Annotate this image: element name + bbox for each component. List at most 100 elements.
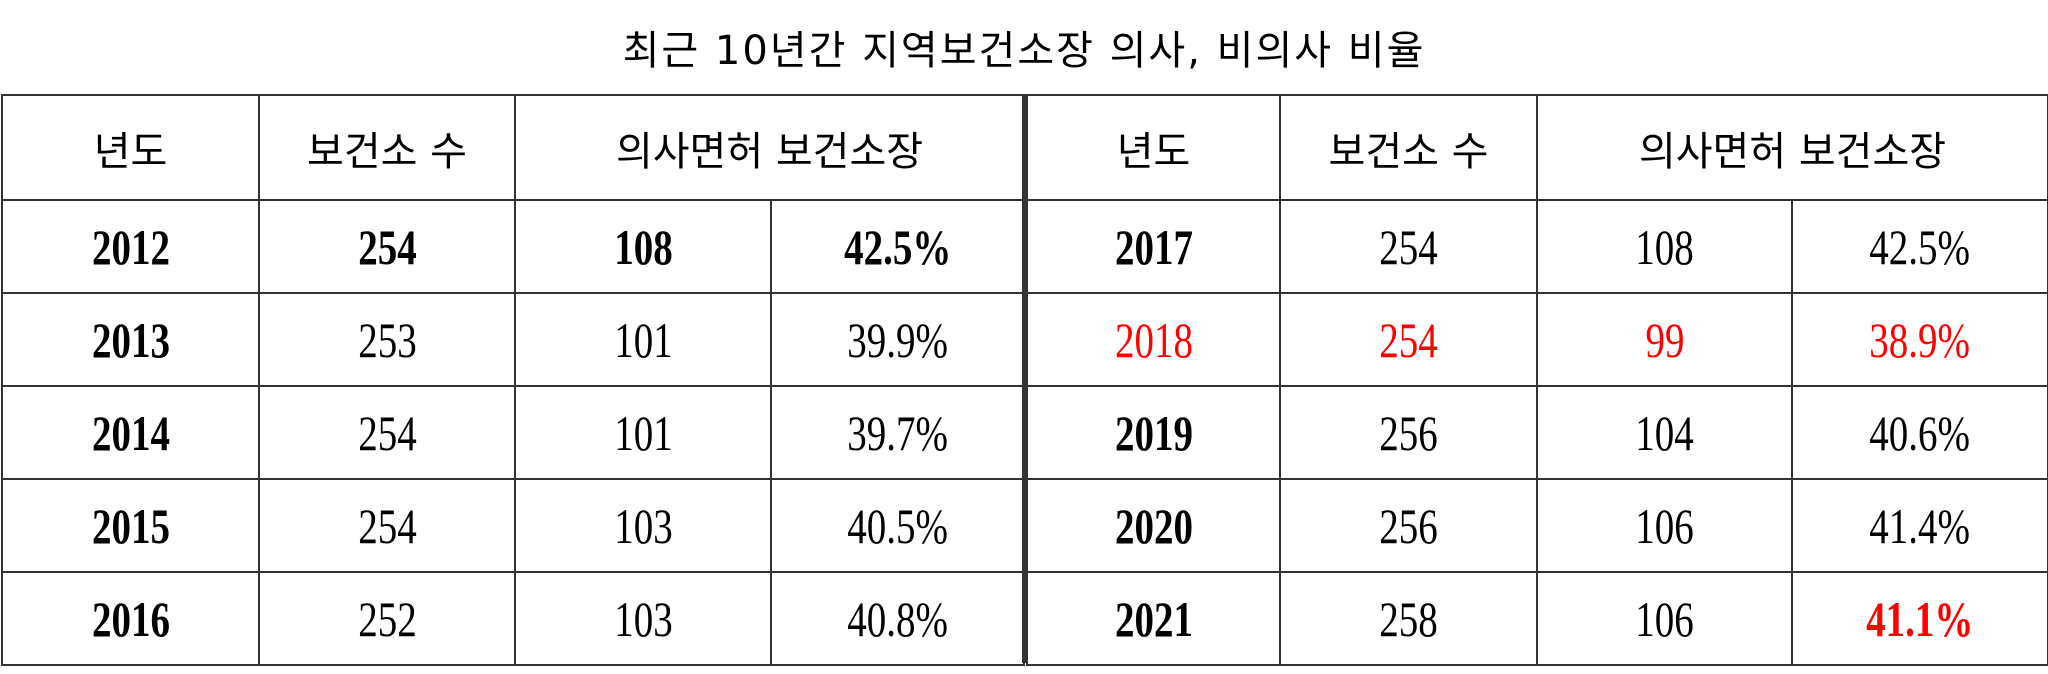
- doctors-value: 101: [613, 311, 673, 368]
- header-year: 년도: [1, 94, 260, 201]
- year-value: 2014: [91, 404, 170, 461]
- year-value: 2020: [1114, 497, 1193, 554]
- cell-year: 2020: [1026, 478, 1281, 573]
- table-right: 년도 보건소 수 의사면허 보건소장 2017 254 108 42.5% 2018 25…: [1026, 94, 2048, 666]
- cell-ratio: 40.5%: [770, 478, 1025, 573]
- table-row: 2018 254 99 38.9%: [1026, 292, 2048, 387]
- cell-ratio: 39.9%: [770, 292, 1025, 387]
- cell-ratio: 41.4%: [1791, 478, 2048, 573]
- count-value: 253: [357, 311, 417, 368]
- table-left: 년도 보건소 수 의사면허 보건소장 2012 254 108 42.5% 2013 25…: [1, 94, 1025, 666]
- cell-doctors: 103: [514, 478, 772, 573]
- year-value: 2018: [1114, 311, 1193, 368]
- year-value: 2015: [91, 497, 170, 554]
- count-value: 252: [357, 590, 417, 647]
- cell-year: 2017: [1026, 199, 1281, 294]
- year-value: 2016: [91, 590, 170, 647]
- cell-count: 256: [1279, 385, 1538, 480]
- ratio-value: 42.5%: [1869, 218, 1971, 275]
- header-count: 보건소 수: [258, 94, 516, 201]
- header-year: 년도: [1026, 94, 1281, 201]
- cell-year: 2012: [1, 199, 260, 294]
- cell-doctors: 108: [514, 199, 772, 294]
- cell-doctors: 104: [1536, 385, 1793, 480]
- header-row: 년도 보건소 수 의사면허 보건소장: [1026, 94, 2048, 201]
- table-row: 2015 254 103 40.5%: [1, 478, 1025, 573]
- header-doctor: 의사면허 보건소장: [1536, 94, 2048, 201]
- ratio-value: 41.4%: [1869, 497, 1971, 554]
- doctors-value: 99: [1645, 311, 1684, 368]
- doctors-value: 108: [613, 218, 673, 275]
- doctors-value: 103: [613, 590, 673, 647]
- doctors-value: 106: [1635, 590, 1694, 647]
- header-doctor: 의사면허 보건소장: [514, 94, 1025, 201]
- cell-year: 2013: [1, 292, 260, 387]
- ratio-value: 39.7%: [847, 404, 948, 461]
- cell-count: 254: [258, 478, 516, 573]
- cell-doctors: 108: [1536, 199, 1793, 294]
- table-row: 2013 253 101 39.9%: [1, 292, 1025, 387]
- count-value: 256: [1379, 497, 1438, 554]
- cell-ratio: 42.5%: [1791, 199, 2048, 294]
- cell-year: 2018: [1026, 292, 1281, 387]
- cell-doctors: 103: [514, 571, 772, 666]
- cell-doctors: 101: [514, 292, 772, 387]
- header-row: 년도 보건소 수 의사면허 보건소장: [1, 94, 1025, 201]
- ratio-value: 39.9%: [847, 311, 948, 368]
- cell-year: 2021: [1026, 571, 1281, 666]
- year-value: 2013: [91, 311, 170, 368]
- cell-count: 256: [1279, 478, 1538, 573]
- page-title: 최근 10년간 지역보건소장 의사, 비의사 비율: [622, 28, 1426, 74]
- cell-ratio: 38.9%: [1791, 292, 2048, 387]
- count-value: 254: [357, 404, 417, 461]
- doctors-value: 103: [613, 497, 673, 554]
- ratio-value: 42.5%: [843, 218, 952, 275]
- ratio-value: 38.9%: [1869, 311, 1971, 368]
- cell-ratio: 41.1%: [1791, 571, 2048, 666]
- count-value: 254: [357, 497, 417, 554]
- cell-ratio: 40.6%: [1791, 385, 2048, 480]
- year-value: 2019: [1114, 404, 1193, 461]
- ratio-value: 40.5%: [847, 497, 948, 554]
- cell-count: 254: [258, 199, 516, 294]
- count-value: 254: [357, 218, 417, 275]
- cell-year: 2014: [1, 385, 260, 480]
- cell-doctors: 106: [1536, 478, 1793, 573]
- cell-ratio: 40.8%: [770, 571, 1025, 666]
- count-value: 254: [1379, 218, 1438, 275]
- ratio-value: 40.8%: [847, 590, 948, 647]
- cell-doctors: 106: [1536, 571, 1793, 666]
- count-value: 254: [1379, 311, 1438, 368]
- cell-count: 252: [258, 571, 516, 666]
- table-row: 2019 256 104 40.6%: [1026, 385, 2048, 480]
- table-row: 2014 254 101 39.7%: [1, 385, 1025, 480]
- ratio-value: 40.6%: [1869, 404, 1971, 461]
- table-row: 2016 252 103 40.8%: [1, 571, 1025, 666]
- count-value: 256: [1379, 404, 1438, 461]
- table-row: 2017 254 108 42.5%: [1026, 199, 2048, 294]
- double-divider: [1022, 94, 1026, 663]
- count-value: 258: [1379, 590, 1438, 647]
- cell-ratio: 42.5%: [770, 199, 1025, 294]
- doctors-value: 101: [613, 404, 673, 461]
- table-row: 2012 254 108 42.5%: [1, 199, 1025, 294]
- cell-year: 2015: [1, 478, 260, 573]
- table-row: 2021 258 106 41.1%: [1026, 571, 2048, 666]
- cell-ratio: 39.7%: [770, 385, 1025, 480]
- doctors-value: 108: [1635, 218, 1694, 275]
- cell-count: 254: [1279, 292, 1538, 387]
- cell-count: 258: [1279, 571, 1538, 666]
- doctors-value: 106: [1635, 497, 1694, 554]
- year-value: 2017: [1114, 218, 1193, 275]
- year-value: 2021: [1114, 590, 1193, 647]
- cell-count: 254: [1279, 199, 1538, 294]
- header-count: 보건소 수: [1279, 94, 1538, 201]
- cell-doctors: 101: [514, 385, 772, 480]
- table-row: 2020 256 106 41.4%: [1026, 478, 2048, 573]
- cell-year: 2019: [1026, 385, 1281, 480]
- cell-year: 2016: [1, 571, 260, 666]
- doctors-value: 104: [1635, 404, 1694, 461]
- cell-doctors: 99: [1536, 292, 1793, 387]
- cell-count: 254: [258, 385, 516, 480]
- cell-count: 253: [258, 292, 516, 387]
